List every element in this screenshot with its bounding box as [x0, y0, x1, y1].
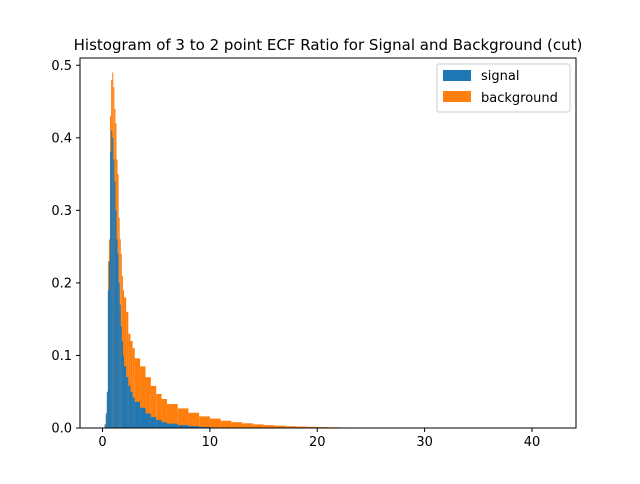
signal-bar: [115, 210, 116, 428]
signal-bar: [119, 283, 120, 428]
y-tick-label: 0.2: [51, 276, 72, 291]
legend-label-background: background: [481, 91, 558, 106]
signal-bar: [113, 160, 114, 428]
chart-title: Histogram of 3 to 2 point ECF Ratio for …: [74, 36, 583, 54]
signal-bar: [121, 326, 122, 428]
legend: signal background: [437, 64, 570, 112]
x-tick-label: 10: [202, 435, 219, 450]
background-bar: [221, 421, 232, 428]
y-tick-label: 0.1: [51, 349, 72, 364]
signal-bar: [112, 138, 113, 428]
background-bar: [199, 416, 210, 428]
signal-bar: [156, 420, 161, 428]
y-tick-label: 0.0: [51, 422, 72, 437]
background-bar: [188, 413, 199, 428]
signal-bar: [126, 377, 128, 428]
signal-bar: [135, 402, 140, 428]
signal-bar: [105, 424, 106, 428]
signal-bar: [110, 152, 111, 428]
signal-bar: [106, 413, 107, 428]
signal-bar: [118, 254, 119, 428]
y-tick-label: 0.3: [51, 204, 72, 219]
y-tick-label: 0.5: [51, 59, 72, 74]
background-bar: [242, 423, 253, 428]
signal-bar: [123, 355, 124, 428]
signal-bar: [167, 424, 178, 428]
x-tick-label: 20: [309, 435, 326, 450]
x-tick-label: 40: [524, 435, 541, 450]
signal-bar: [140, 408, 145, 428]
signal-bar: [120, 305, 121, 428]
signal-bar: [109, 261, 110, 428]
signal-bar: [124, 366, 126, 428]
background-bar: [253, 424, 264, 428]
background-bar: [231, 422, 242, 428]
signal-bar: [133, 398, 135, 428]
signal-bar: [111, 131, 112, 428]
x-tick-label: 0: [98, 435, 106, 450]
legend-swatch-signal: [443, 70, 471, 81]
signal-bar: [130, 392, 132, 428]
signal-bar: [114, 181, 115, 428]
background-bar: [210, 419, 221, 428]
legend-swatch-background: [443, 91, 471, 102]
signal-bar: [145, 413, 150, 428]
signal-bar: [117, 239, 118, 428]
legend-label-signal: signal: [481, 69, 519, 84]
y-tick-label: 0.4: [51, 131, 72, 146]
signal-bar: [107, 392, 108, 428]
signal-bar: [122, 341, 123, 428]
signal-bar: [128, 386, 130, 428]
signal-bar: [162, 422, 167, 428]
signal-bar: [108, 290, 109, 428]
signal-bar: [151, 417, 156, 428]
background-bar: [178, 408, 189, 428]
x-tick-label: 30: [416, 435, 433, 450]
